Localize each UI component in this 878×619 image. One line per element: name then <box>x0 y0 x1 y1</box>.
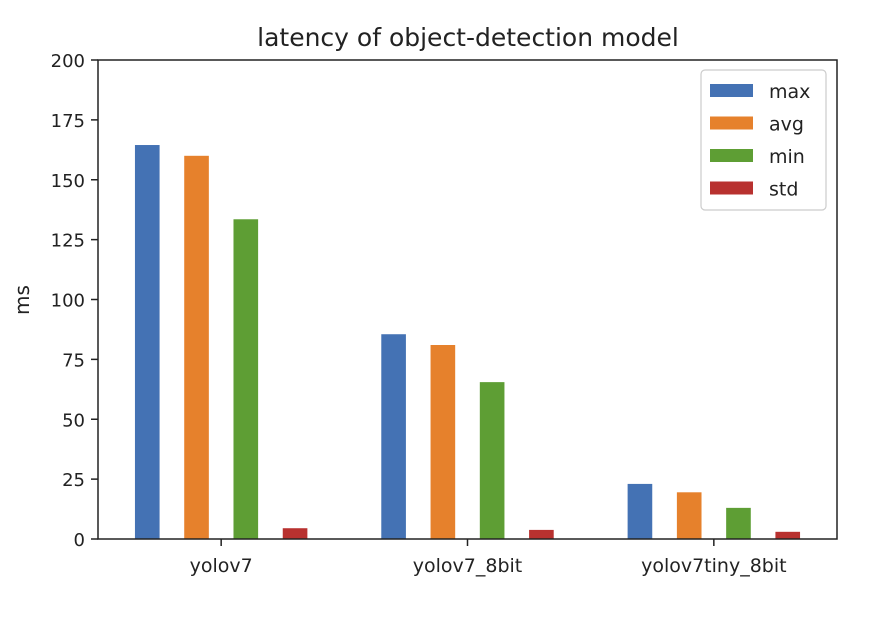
y-tick-label: 175 <box>51 111 85 132</box>
bar-max-yolov7_8bit <box>381 334 406 539</box>
bar-avg-yolov7 <box>184 155 209 540</box>
legend-label-max: max <box>769 81 810 103</box>
y-tick-label: 50 <box>62 410 85 431</box>
y-tick-label: 0 <box>74 530 85 551</box>
bar-std-yolov7tiny_8bit <box>775 531 801 539</box>
legend-swatch-std <box>710 181 753 195</box>
bar-avg-yolov7_8bit <box>430 345 456 539</box>
y-tick-label: 200 <box>51 51 85 72</box>
bar-std-yolov7 <box>282 528 308 539</box>
chart-title: latency of object-detection model <box>257 23 679 52</box>
legend-label-avg: avg <box>769 114 804 136</box>
x-tick-label: yolov7_8bit <box>413 555 522 577</box>
legend-swatch-avg <box>710 116 753 130</box>
legend-box <box>700 69 827 211</box>
axes-frame <box>97 59 838 540</box>
bar-min-yolov7_8bit <box>479 382 505 539</box>
legend-swatch-min <box>710 149 753 162</box>
y-axis-label: ms <box>10 285 34 315</box>
legend: max avg min std <box>700 69 827 211</box>
bar-min-yolov7 <box>233 219 259 539</box>
y-tick-label: 100 <box>51 291 85 312</box>
x-tick-label: yolov7 <box>190 555 253 577</box>
plot-area: 0 25 50 75 100 125 150 175 200 yolov7 yolov7_8bit y… <box>51 51 838 577</box>
bar-max-yolov7tiny_8bit <box>627 483 653 539</box>
bar-min-yolov7tiny_8bit <box>726 507 751 539</box>
y-tick-label: 125 <box>51 231 85 252</box>
legend-swatch-max <box>710 84 753 97</box>
y-tick-label: 150 <box>51 171 85 192</box>
legend-label-min: min <box>769 146 805 168</box>
legend-label-std: std <box>769 179 798 201</box>
bar-avg-yolov7tiny_8bit <box>676 492 702 539</box>
x-tick-label: yolov7tiny_8bit <box>641 555 787 577</box>
y-tick-label: 25 <box>62 470 85 491</box>
y-tick-label: 75 <box>62 350 85 371</box>
bar-std-yolov7_8bit <box>529 529 554 539</box>
bar-max-yolov7 <box>134 145 160 539</box>
